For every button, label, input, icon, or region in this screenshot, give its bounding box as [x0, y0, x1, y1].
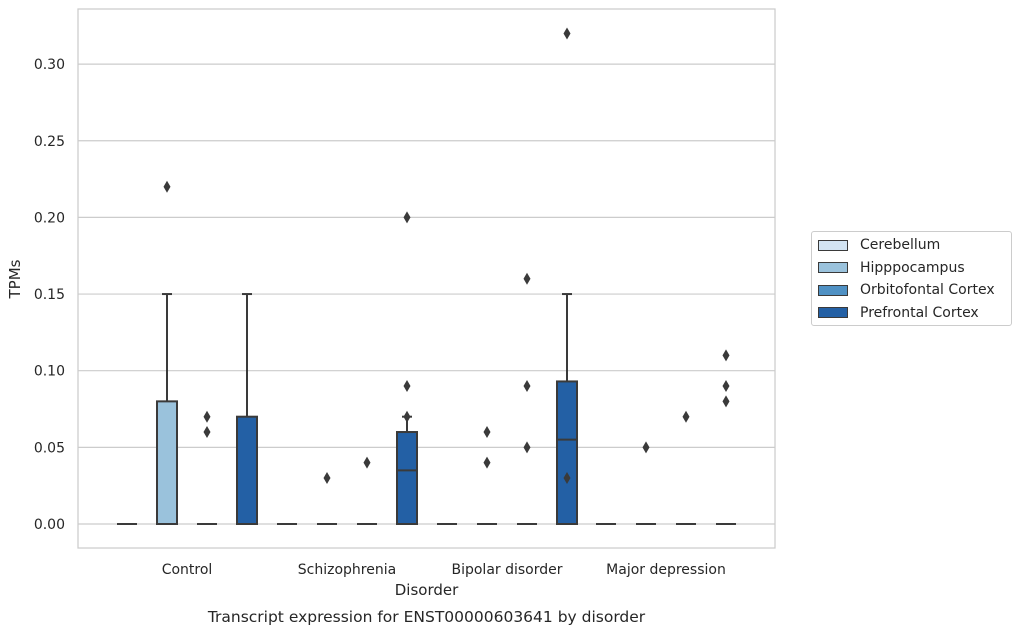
y-tick-label: 0.05: [34, 440, 65, 456]
outlier-point: [523, 380, 531, 393]
legend: Cerebellum Hipppocampus Orbitofontal Corte…: [811, 231, 1012, 326]
outlier-point: [323, 472, 331, 485]
x-tick-label: Schizophrenia: [298, 562, 396, 578]
y-tick-label: 0.00: [34, 517, 65, 533]
outlier-point: [563, 27, 571, 40]
legend-swatch: [818, 284, 848, 296]
outlier-point: [403, 410, 411, 423]
outlier-point: [363, 456, 371, 469]
legend-item: Prefrontal Cortex: [818, 304, 979, 322]
outlier-point: [722, 380, 730, 393]
outlier-point: [203, 426, 211, 439]
y-tick-labels: 0.00 0.05 0.10 0.15 0.20 0.25 0.30: [34, 57, 65, 533]
outlier-point: [563, 472, 571, 485]
legend-swatch: [818, 307, 848, 318]
box-plot: [396, 415, 418, 525]
legend-item: Orbitofontal Cortex: [818, 281, 995, 299]
y-axis-label: TPMs: [6, 259, 24, 299]
outlier-point: [403, 211, 411, 224]
legend-item: Cerebellum: [818, 236, 940, 254]
outlier-point: [682, 410, 690, 423]
box-plot: [156, 293, 178, 525]
legend-label: Cerebellum: [860, 237, 941, 253]
outlier-point: [523, 272, 531, 285]
legend-swatch: [818, 239, 848, 251]
x-tick-label: Control: [162, 562, 213, 578]
outlier-point: [642, 441, 650, 454]
outlier-point: [203, 410, 211, 423]
y-tick-label: 0.30: [34, 57, 65, 73]
chart-title: Transcript expression for ENST0000060364…: [207, 608, 646, 626]
outlier-point: [722, 349, 730, 362]
legend-label: Hipppocampus: [860, 259, 965, 276]
outlier-point: [483, 456, 491, 469]
x-tick-labels: Control Schizophrenia Bipolar disorder Majo…: [162, 562, 726, 578]
y-tick-label: 0.20: [34, 210, 65, 226]
outlier-point: [483, 426, 491, 439]
box: [396, 431, 418, 525]
box-plot: [556, 293, 578, 525]
y-tick-label: 0.25: [34, 134, 65, 150]
outlier-point: [163, 180, 171, 193]
outliers: [163, 27, 730, 485]
outlier-point: [722, 395, 730, 408]
legend-item: Hipppocampus: [818, 259, 965, 277]
grid-lines: [78, 63, 775, 525]
box: [556, 380, 578, 525]
outlier-point: [403, 380, 411, 393]
plot-frame: [77, 8, 776, 549]
box: [236, 415, 258, 525]
x-tick-label: Bipolar disorder: [451, 562, 562, 578]
outlier-point: [523, 441, 531, 454]
y-tick-label: 0.15: [34, 287, 65, 303]
y-tick-label: 0.10: [34, 364, 65, 380]
box-plot: [236, 293, 258, 525]
x-axis-label: Disorder: [395, 581, 459, 599]
legend-label: Prefrontal Cortex: [860, 304, 979, 321]
legend-label: Orbitofontal Cortex: [860, 282, 995, 298]
box-plots: [117, 293, 736, 525]
x-tick-label: Major depression: [606, 562, 726, 578]
box: [156, 400, 178, 525]
legend-swatch: [818, 262, 848, 273]
